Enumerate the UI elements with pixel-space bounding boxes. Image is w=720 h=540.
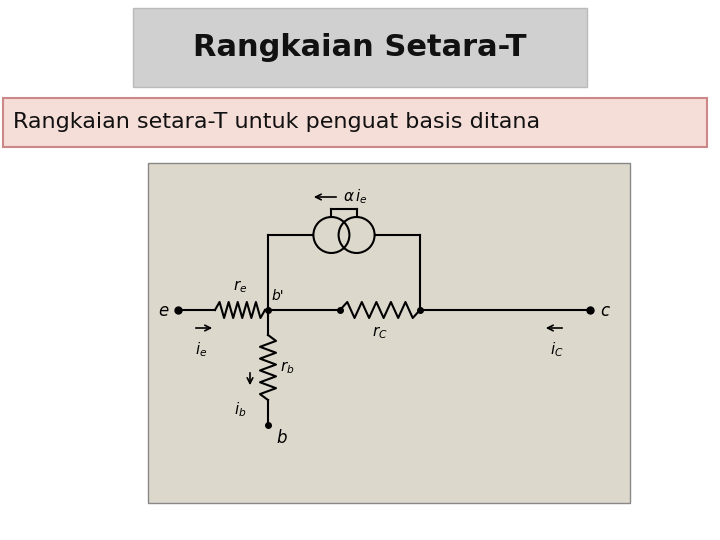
- FancyBboxPatch shape: [3, 98, 707, 147]
- Text: $i_e$: $i_e$: [195, 340, 207, 359]
- Text: $r_C$: $r_C$: [372, 324, 388, 341]
- Text: $r_b$: $r_b$: [280, 359, 294, 376]
- Text: $\alpha\, i_e$: $\alpha\, i_e$: [343, 187, 368, 206]
- Bar: [148, 163, 630, 503]
- Text: $i_C$: $i_C$: [550, 340, 564, 359]
- Text: Rangkaian Setara-T: Rangkaian Setara-T: [193, 33, 527, 62]
- Text: c: c: [600, 302, 609, 320]
- Text: b': b': [272, 289, 284, 303]
- FancyBboxPatch shape: [133, 8, 587, 87]
- Text: b: b: [276, 429, 287, 447]
- Text: e: e: [158, 302, 168, 320]
- Text: $i_b$: $i_b$: [234, 400, 246, 418]
- Text: Rangkaian setara-T untuk penguat basis ditana: Rangkaian setara-T untuk penguat basis d…: [13, 112, 540, 132]
- Text: $r_e$: $r_e$: [233, 278, 247, 295]
